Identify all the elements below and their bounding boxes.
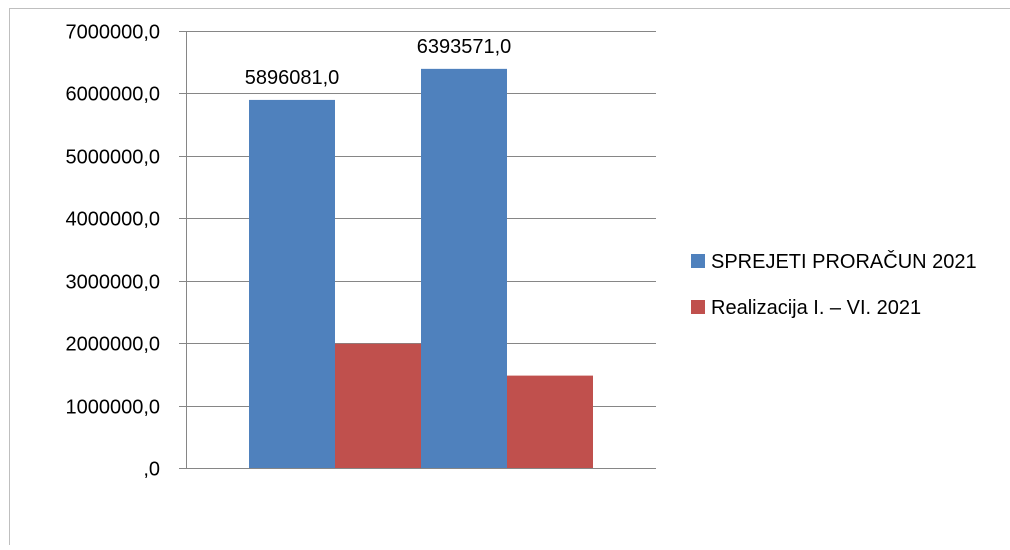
legend-entry: SPREJETI PRORAČUN 2021 [711,250,977,273]
y-tick-label: 4000000,0 [65,209,160,231]
y-tick-label: 1000000,0 [65,397,160,419]
data-label: 5896081,0 [245,67,340,89]
y-tick-label: 5000000,0 [65,147,160,169]
y-tick-label: 3000000,0 [65,272,160,294]
y-tick-label: ,0 [143,459,160,481]
legend-entry: Realizacija I. – VI. 2021 [711,297,921,319]
bar [249,100,335,468]
data-label: 6393571,0 [417,36,512,58]
bar [507,376,593,468]
legend-swatch [691,254,705,268]
bars [249,69,593,468]
bar [335,344,421,468]
y-tick-label: 6000000,0 [65,84,160,106]
bar [421,69,507,468]
legend-swatch [691,300,705,314]
y-tick-label: 2000000,0 [65,334,160,356]
y-tick-label: 7000000,0 [65,22,160,44]
legend: SPREJETI PRORAČUN 2021 Realizacija I. – V… [691,250,977,319]
